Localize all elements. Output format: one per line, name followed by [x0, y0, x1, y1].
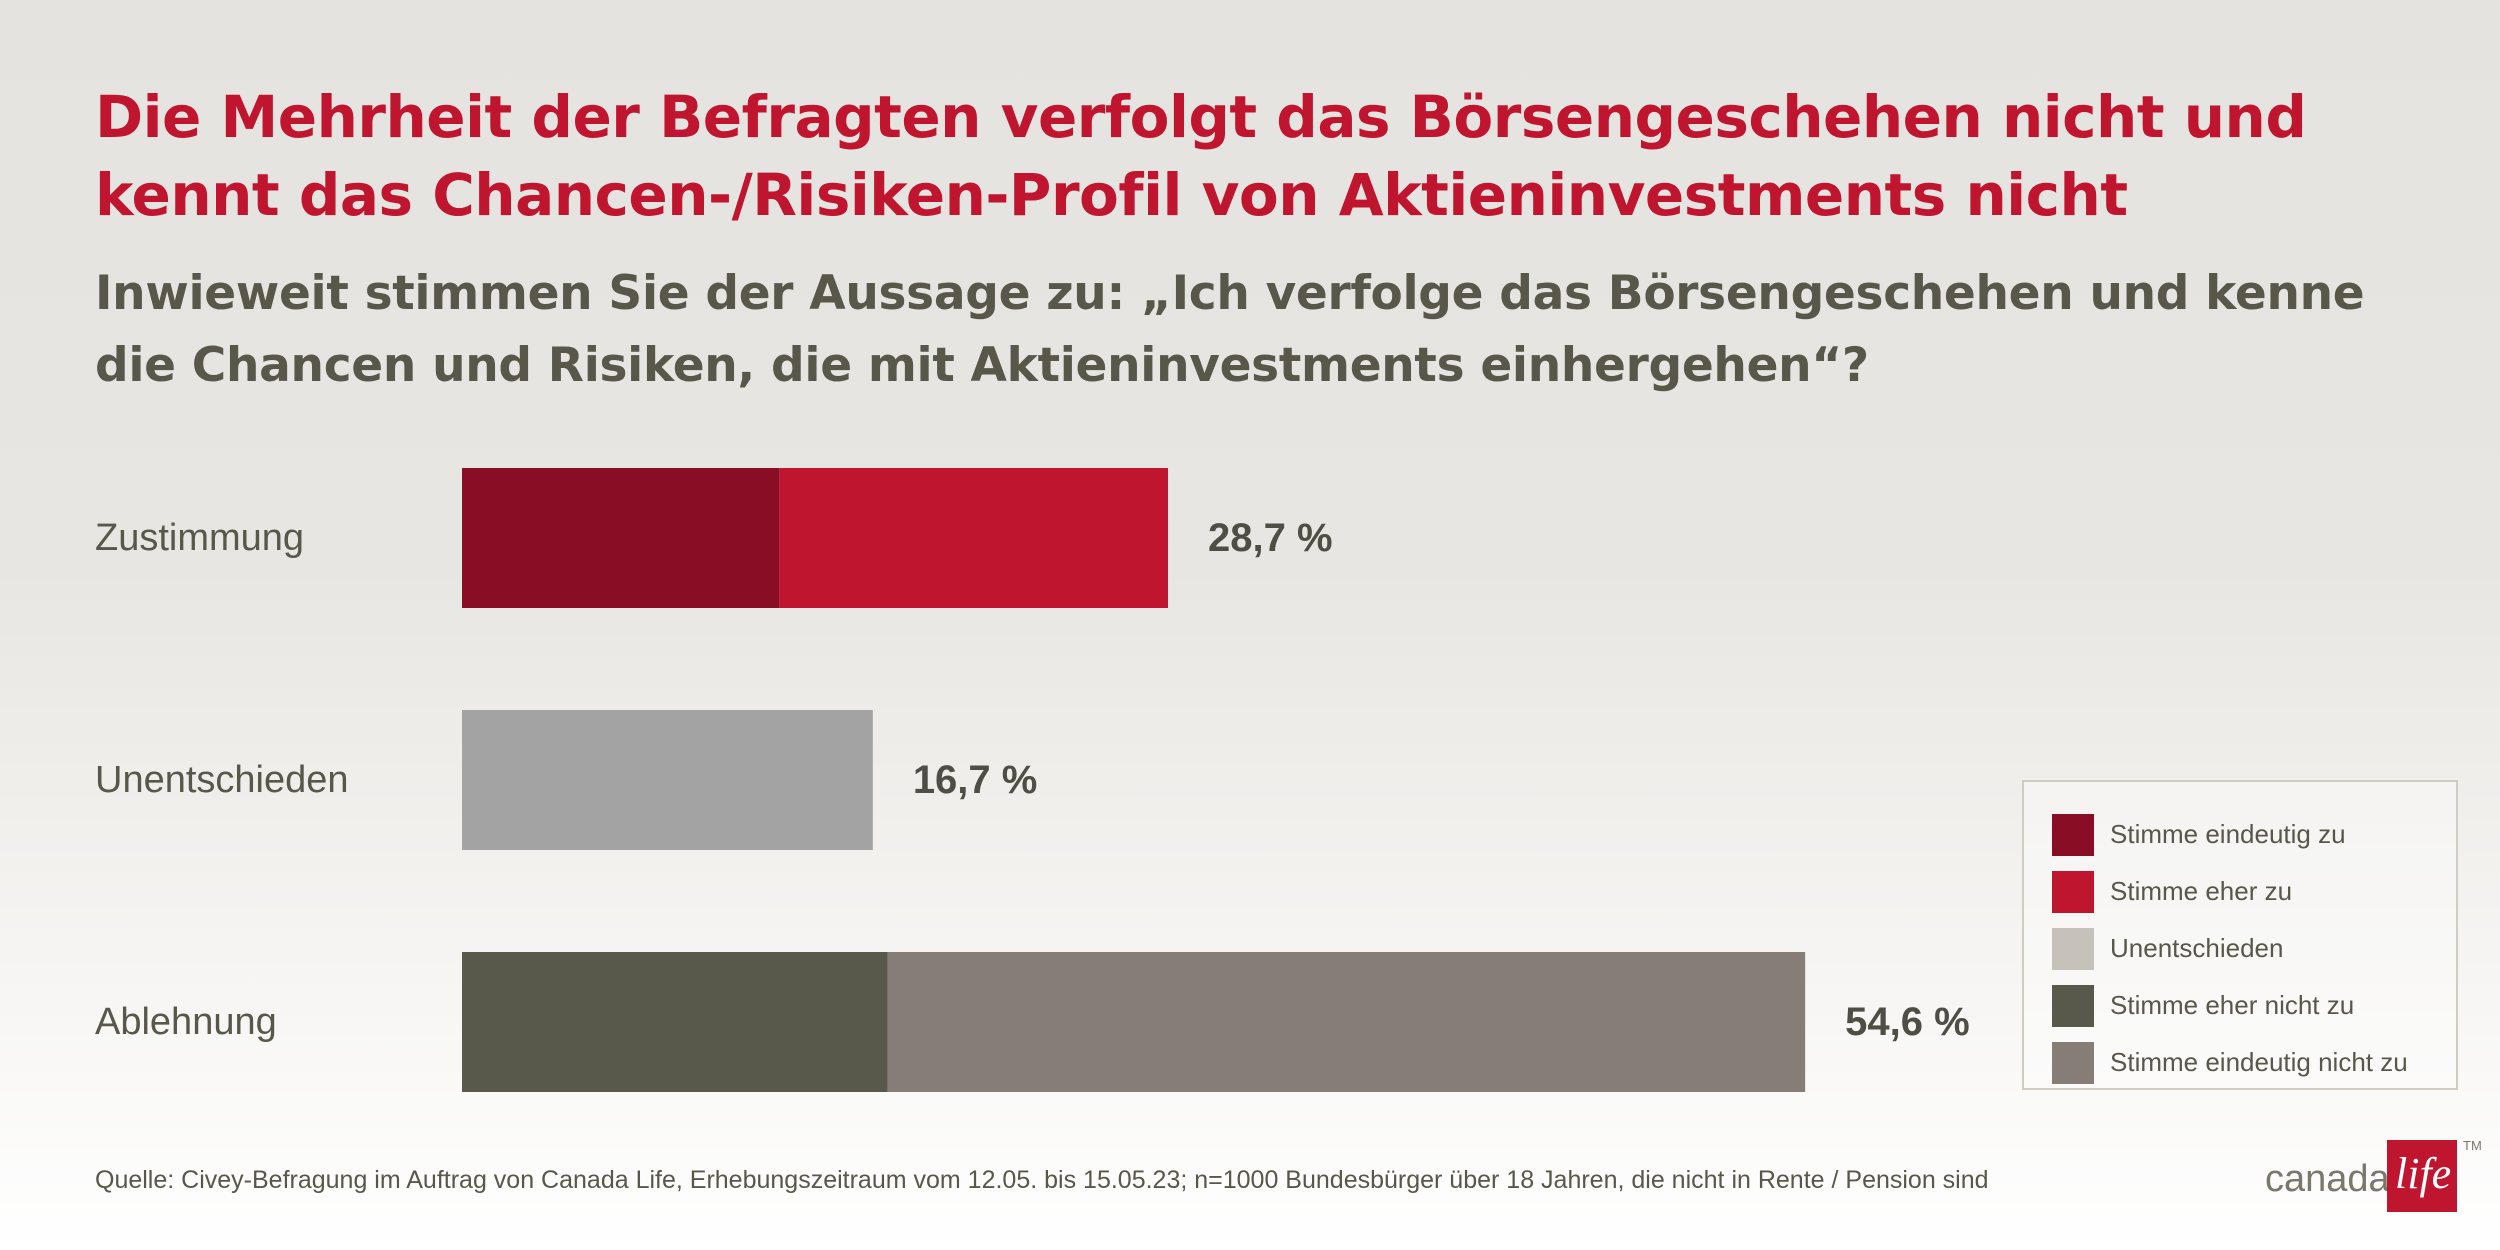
legend-swatch	[2052, 870, 2094, 913]
legend-item-unentschieden: Unentschieden	[2052, 920, 2456, 977]
legend-label: Stimme eindeutig nicht zu	[2110, 1047, 2408, 1077]
legend-swatch	[2052, 813, 2094, 856]
total-label-zustimmung: 28,7 %	[1208, 516, 1333, 560]
legend-label: Stimme eindeutig zu	[2110, 819, 2346, 849]
total-label-ablehnung: 54,6 %	[1845, 1000, 1970, 1044]
source-note: Quelle: Civey-Befragung im Auftrag von C…	[95, 1166, 1989, 1194]
legend-item-stimme-eher-nicht-zu: Stimme eher nicht zu	[2052, 977, 2456, 1034]
bar-segment-zustimmung-stimme-eindeutig-zu	[462, 468, 780, 608]
bar-segment-ablehnung-stimme-eindeutig-nicht-zu	[887, 952, 1806, 1092]
legend-swatch	[2052, 984, 2094, 1027]
legend-label: Stimme eher nicht zu	[2110, 990, 2355, 1020]
canada-life-logo: canada life TM	[2262, 1138, 2482, 1218]
category-label-ablehnung: Ablehnung	[95, 1001, 277, 1043]
headline: Die Mehrheit der Befragten verfolgt das …	[95, 83, 2307, 229]
category-label-unentschieden: Unentschieden	[95, 759, 349, 801]
logo-wordmark: canada	[2265, 1158, 2390, 1200]
logo-box: life	[2387, 1140, 2457, 1212]
bar-segment-ablehnung-stimme-eher-nicht-zu	[462, 952, 888, 1092]
stacked-bar-chart: Zustimmung 28,7 % Unentschieden 16,7 % Ableh…	[95, 468, 1970, 1092]
total-label-unentschieden: 16,7 %	[913, 758, 1038, 802]
legend-swatch	[2052, 927, 2094, 970]
category-label-zustimmung: Zustimmung	[95, 517, 304, 559]
bar-segment-zustimmung-stimme-eher-zu	[779, 468, 1169, 608]
logo-trademark: TM	[2463, 1138, 2482, 1153]
legend-label: Unentschieden	[2110, 933, 2284, 963]
logo-box-text: life	[2395, 1149, 2452, 1198]
chart-legend: Stimme eindeutig zu Stimme eher zu Unent…	[2022, 780, 2458, 1090]
bar-segment-unentschieden-unentschieden	[462, 710, 873, 850]
legend-item-stimme-eindeutig-nicht-zu: Stimme eindeutig nicht zu	[2052, 1034, 2456, 1091]
legend-item-stimme-eher-zu: Stimme eher zu	[2052, 863, 2456, 920]
legend-label: Stimme eher zu	[2110, 876, 2293, 906]
subheadline: Inwieweit stimmen Sie der Aussage zu: „I…	[95, 266, 2365, 393]
legend-item-stimme-eindeutig-zu: Stimme eindeutig zu	[2052, 806, 2456, 863]
legend-swatch	[2052, 1041, 2094, 1084]
